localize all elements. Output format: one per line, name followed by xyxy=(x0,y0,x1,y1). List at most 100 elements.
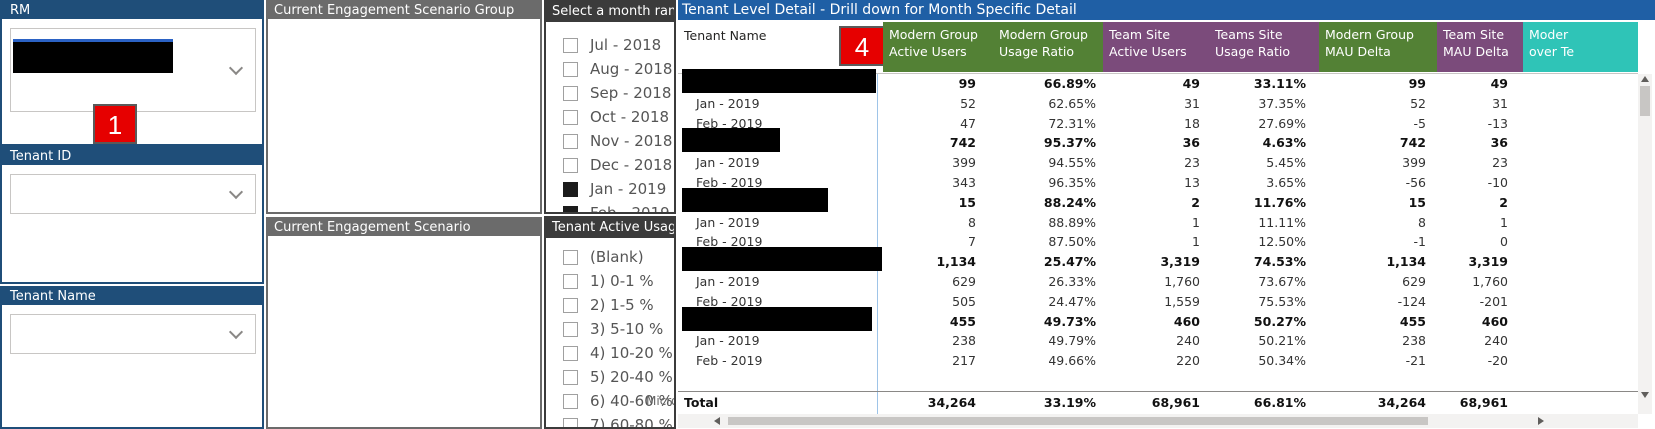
month-row[interactable]: Jan - 2019 399 94.55% 23 5.45% 399 23 xyxy=(678,153,1638,173)
column-header[interactable]: Modern Group MAU Delta xyxy=(1319,22,1437,72)
column-header[interactable]: Modern Group Usage Ratio xyxy=(993,22,1103,72)
column-header[interactable]: Team Site MAU Delta xyxy=(1437,22,1523,72)
month-option[interactable]: Feb - 2019 xyxy=(563,203,670,212)
tenant-name-dropdown[interactable] xyxy=(10,314,256,354)
tenant-row[interactable]: 742 95.37% 36 4.63% 742 36 xyxy=(678,128,1638,153)
month-option[interactable]: Jul - 2018 xyxy=(563,35,661,55)
table-cell: 99 xyxy=(958,76,976,91)
usage-option[interactable]: 3) 5-10 % xyxy=(563,319,663,339)
checkbox[interactable] xyxy=(563,393,578,409)
table-cell: 33.11% xyxy=(1253,76,1306,91)
tenant-id-slicer-title: Tenant ID xyxy=(2,148,262,165)
tenant-name-header[interactable]: Tenant Name xyxy=(684,28,767,43)
total-cell: 33.19% xyxy=(1043,395,1096,410)
total-cell: 34,264 xyxy=(927,395,976,410)
table-cell: 74.53% xyxy=(1253,254,1306,270)
scrollbar-thumb[interactable] xyxy=(728,417,1428,425)
checkbox[interactable] xyxy=(563,417,578,427)
total-divider xyxy=(678,391,1638,392)
checkbox[interactable] xyxy=(563,321,578,337)
column-header[interactable]: Team Site Active Users xyxy=(1103,22,1209,72)
month-row[interactable]: Feb - 2019 505 24.47% 1,559 75.53% -124 -201 xyxy=(678,292,1638,312)
checkbox[interactable] xyxy=(563,369,578,385)
vertical-scrollbar[interactable] xyxy=(1638,74,1652,414)
table-cell: 1,760 xyxy=(1164,274,1200,289)
tenant-row[interactable]: 455 49.73% 460 50.27% 455 460 xyxy=(678,306,1638,332)
month-row[interactable]: Jan - 2019 629 26.33% 1,760 73.67% 629 1,760 xyxy=(678,272,1638,292)
checkbox-checked[interactable] xyxy=(563,205,578,212)
month-row[interactable]: Jan - 2019 52 62.65% 31 37.35% 52 31 xyxy=(678,94,1638,114)
usage-option[interactable]: 1) 0-1 % xyxy=(563,271,654,291)
checkbox[interactable] xyxy=(563,297,578,313)
checkbox[interactable] xyxy=(563,85,578,101)
table-cell: 217 xyxy=(952,353,976,369)
tenant-row[interactable]: 1,134 25.47% 3,319 74.53% 1,134 3,319 xyxy=(678,247,1638,272)
month-option[interactable]: Aug - 2018 xyxy=(563,59,672,79)
month-option[interactable]: Dec - 2018 xyxy=(563,155,672,175)
table-cell: -201 xyxy=(1479,293,1508,309)
checkbox[interactable] xyxy=(563,249,578,265)
checkbox[interactable] xyxy=(563,157,578,173)
tenant-detail-table: Tenant Level Detail - Drill down for Mon… xyxy=(678,0,1655,429)
column-header-line1: Modern Group xyxy=(889,27,978,42)
usage-option[interactable]: 5) 20-40 % xyxy=(563,367,673,387)
tenant-id-dropdown[interactable] xyxy=(10,174,256,214)
column-header[interactable]: Moder over Te xyxy=(1523,22,1638,72)
month-slicer-title: Select a month rang... xyxy=(546,2,674,22)
table-cell: 15 xyxy=(1408,194,1426,210)
column-header[interactable]: Teams Site Usage Ratio xyxy=(1209,22,1319,72)
month-row[interactable]: Jan - 2019 8 88.89% 1 11.11% 8 1 xyxy=(678,213,1638,233)
table-cell: 0 xyxy=(1500,234,1508,250)
month-row[interactable]: Feb - 2019 217 49.66% 220 50.34% -21 -20 xyxy=(678,351,1638,371)
checkbox[interactable] xyxy=(563,345,578,361)
column-header-line2: Active Users xyxy=(1109,44,1187,59)
tenant-name-slicer-title: Tenant Name xyxy=(2,288,262,305)
table-cell: 455 xyxy=(1399,313,1426,329)
checkbox-checked[interactable] xyxy=(563,181,578,197)
month-row[interactable]: Feb - 2019 343 96.35% 13 3.65% -56 -10 xyxy=(678,173,1638,193)
checkbox[interactable] xyxy=(563,273,578,289)
table-cell: 49 xyxy=(1182,76,1200,91)
column-header[interactable]: Modern Group Active Users xyxy=(883,22,993,72)
scroll-down-icon[interactable] xyxy=(1641,392,1649,398)
table-cell: 25.47% xyxy=(1043,254,1096,270)
table-cell: 62.65% xyxy=(1048,95,1096,111)
usage-option[interactable]: 6) 40-60 % xyxy=(563,391,673,411)
checkbox[interactable] xyxy=(563,37,578,53)
table-cell: 99 xyxy=(1408,76,1426,91)
month-row[interactable]: Feb - 2019 7 87.50% 1 12.50% -1 0 xyxy=(678,232,1638,252)
usage-option-label: (Blank) xyxy=(590,248,644,266)
month-label: Feb - 2019 xyxy=(696,115,763,131)
tenant-row[interactable]: 15 88.24% 2 11.76% 15 2 xyxy=(678,187,1638,213)
overlay-text: Micros xyxy=(646,394,674,408)
rm-dropdown[interactable] xyxy=(10,28,256,112)
checkbox[interactable] xyxy=(563,109,578,125)
horizontal-scrollbar[interactable] xyxy=(678,414,1638,428)
usage-option-label: 4) 10-20 % xyxy=(590,344,673,362)
table-cell: 8 xyxy=(968,214,976,230)
redaction xyxy=(682,69,876,93)
column-header-line2: Usage Ratio xyxy=(1215,44,1291,59)
checkbox[interactable] xyxy=(563,61,578,77)
usage-option[interactable]: 4) 10-20 % xyxy=(563,343,673,363)
scroll-up-icon[interactable] xyxy=(1641,76,1649,82)
checkbox[interactable] xyxy=(563,133,578,149)
month-option[interactable]: Jan - 2019 xyxy=(563,179,666,199)
month-option-label: Aug - 2018 xyxy=(590,60,673,78)
month-option[interactable]: Nov - 2018 xyxy=(563,131,672,151)
table-cell: -10 xyxy=(1487,175,1508,190)
table-cell: 2 xyxy=(1499,194,1508,210)
usage-option[interactable]: 2) 1-5 % xyxy=(563,295,654,315)
usage-option[interactable]: 7) 60-80 % xyxy=(563,415,673,427)
month-option[interactable]: Oct - 2018 xyxy=(563,107,669,127)
table-cell: 1,760 xyxy=(1472,274,1508,289)
tenant-row[interactable]: 99 66.89% 49 33.11% 99 49 xyxy=(678,69,1638,94)
month-row[interactable]: Jan - 2019 238 49.79% 240 50.21% 238 240 xyxy=(678,331,1638,351)
table-cell: 4.63% xyxy=(1262,135,1306,151)
scrollbar-thumb[interactable] xyxy=(1640,86,1650,116)
scroll-right-icon[interactable] xyxy=(1538,417,1544,425)
month-option[interactable]: Sep - 2018 xyxy=(563,83,671,103)
usage-option[interactable]: (Blank) xyxy=(563,247,644,267)
month-row[interactable]: Feb - 2019 47 72.31% 18 27.69% -5 -13 xyxy=(678,114,1638,134)
scroll-left-icon[interactable] xyxy=(714,417,720,425)
